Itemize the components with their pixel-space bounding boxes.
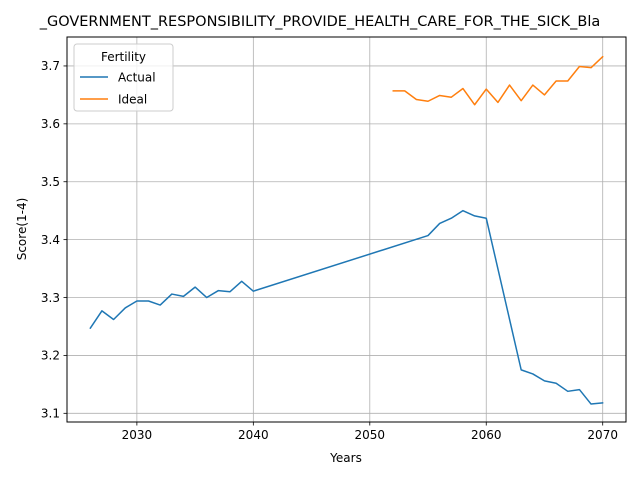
x-tick-label: 2040 bbox=[238, 428, 269, 442]
chart-title: _GOVERNMENT_RESPONSIBILITY_PROVIDE_HEALT… bbox=[39, 14, 601, 30]
series-lines bbox=[89, 55, 604, 405]
legend-label-actual: Actual bbox=[118, 70, 156, 84]
y-tick-label: 3.4 bbox=[41, 233, 60, 247]
x-tick-label: 2070 bbox=[587, 428, 618, 442]
legend-label-ideal: Ideal bbox=[118, 92, 147, 106]
legend-title: Fertility bbox=[101, 50, 146, 64]
series-line-actual bbox=[89, 209, 604, 405]
plot-frame bbox=[66, 36, 627, 423]
series-line-ideal bbox=[392, 55, 604, 106]
x-axis-label: Years bbox=[329, 451, 362, 465]
y-tick-label: 3.5 bbox=[41, 175, 60, 189]
axis-ticks: 2030 2040 2050 2060 2070 3.1 3.2 3.3 3.4 3.5 3.6 3.… bbox=[41, 59, 618, 442]
y-tick-label: 3.2 bbox=[41, 349, 60, 363]
legend-box bbox=[73, 43, 174, 112]
y-tick-label: 3.6 bbox=[41, 117, 60, 131]
grid-lines bbox=[67, 37, 626, 422]
y-tick-label: 3.3 bbox=[41, 291, 60, 305]
x-tick-label: 2030 bbox=[122, 428, 153, 442]
y-axis-label: Score(1-4) bbox=[15, 198, 29, 261]
y-tick-label: 3.7 bbox=[41, 59, 60, 73]
legend: Fertility Actual Ideal bbox=[73, 43, 174, 112]
x-tick-label: 2060 bbox=[471, 428, 502, 442]
x-tick-label: 2050 bbox=[355, 428, 386, 442]
y-tick-label: 3.1 bbox=[41, 407, 60, 421]
